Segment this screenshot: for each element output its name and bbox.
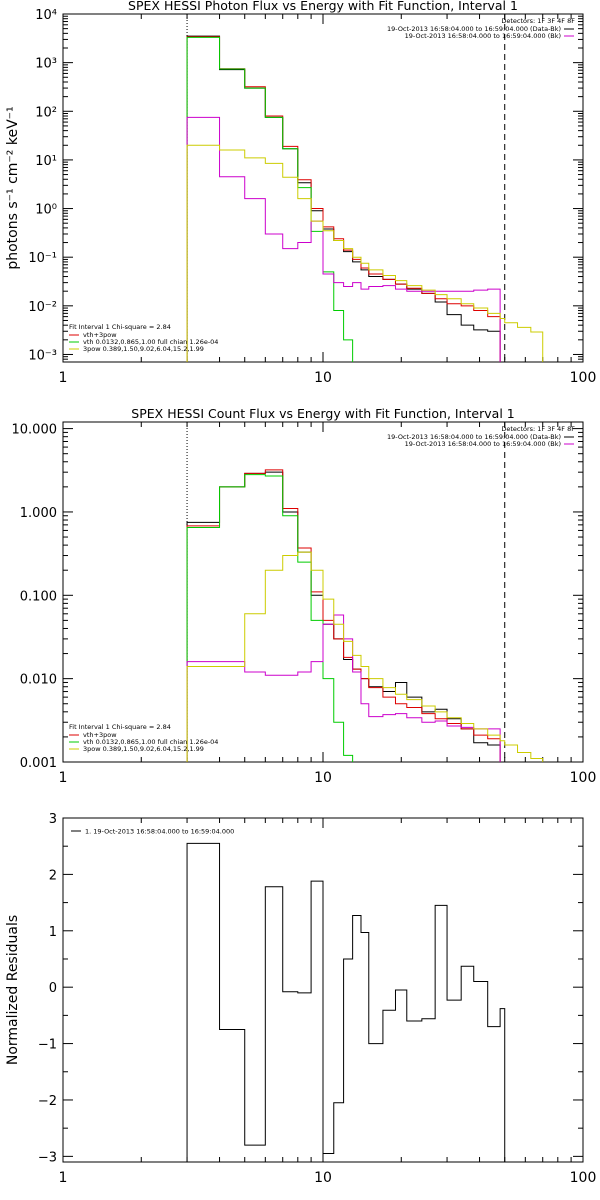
x-tick-label: 100: [570, 1170, 597, 1186]
y-tick-label: 1: [49, 925, 57, 940]
chart-panel-2: SPEX HESSI Count Flux vs Energy with Fit…: [12, 406, 597, 786]
chart-title: SPEX HESSI Count Flux vs Energy with Fit…: [131, 406, 514, 421]
chart-panel-3: Normalized Residuals 1 10 100 −3 −2 −1 0 1 2 3 1. 1…: [5, 812, 596, 1186]
series-line-5: [186, 551, 544, 762]
series-group: [186, 35, 544, 362]
series-group: [186, 469, 544, 762]
legend-entry: 3pow 0.389,1.50,9.02,6.04,15.2,1.99: [83, 345, 204, 353]
x-tick-label: 1: [59, 370, 68, 386]
y-tick-label: 10⁻²: [28, 300, 57, 315]
legend-entry: vth 0.0132,0.865,1.00 full chian 1.26e-0…: [83, 338, 218, 346]
y-tick-label: 10⁻¹: [28, 251, 57, 266]
legend-entry: 3pow 0.389,1.50,9.02,6.04,15.2,1.99: [83, 745, 204, 753]
x-tick-label: 10: [314, 370, 332, 386]
y-tick-label: 0.100: [20, 589, 57, 604]
x-tick-label: 1: [59, 770, 68, 786]
y-tick-label: 3: [49, 812, 57, 827]
chart-title: SPEX HESSI Photon Flux vs Energy with Fi…: [128, 0, 518, 13]
x-tick-label: 1: [59, 1170, 68, 1186]
y-tick-label: −3: [38, 1150, 57, 1165]
x-tick-label: 10: [314, 770, 332, 786]
y-tick-label: 10⁻³: [28, 348, 57, 363]
legend-header: Fit Interval 1 Chi-square = 2.84: [69, 323, 171, 331]
series-line-4: [186, 614, 501, 762]
series-line-3: [186, 474, 354, 762]
y-tick-label: −2: [38, 1094, 57, 1109]
y-axis-label: Normalized Residuals: [5, 915, 21, 1065]
y-tick-label: 10²: [35, 105, 57, 120]
legend-header: Detectors: 1F 3F 4F 8F: [501, 17, 575, 25]
y-tick-label: 0: [49, 981, 57, 996]
legend-header: Detectors: 1F 3F 4F 8F: [501, 425, 575, 433]
y-tick-label: 10¹: [35, 154, 57, 169]
series-group: [186, 842, 506, 1162]
y-tick-label: 10⁰: [35, 203, 57, 218]
legend-header: Fit Interval 1 Chi-square = 2.84: [69, 723, 171, 731]
legend-entry: vth 0.0132,0.865,1.00 full chian 1.26e-0…: [83, 738, 218, 746]
y-tick-label: 0.010: [20, 673, 57, 688]
y-tick-label: 1.000: [20, 506, 57, 521]
y-tick-label: 2: [49, 868, 57, 883]
legend-entry: 19-Oct-2013 16:58:04.000 to 16:59:04.000…: [405, 440, 561, 448]
legend-entry: 19-Oct-2013 16:58:04.000 to 16:59:04.000…: [405, 32, 561, 40]
series-line-5: [186, 144, 544, 362]
series-line-1: [186, 842, 506, 1162]
x-tick-label: 100: [570, 370, 597, 386]
y-tick-label: 10.000: [12, 423, 58, 438]
y-axis-label: photons s⁻¹ cm⁻² keV⁻¹: [5, 106, 21, 269]
legend-entry: vth+3pow: [83, 731, 117, 739]
series-line-3: [186, 36, 354, 362]
legend-entry: 19-Oct-2013 16:58:04.000 to 16:59:04.000…: [387, 433, 561, 441]
x-tick-label: 100: [570, 770, 597, 786]
legend-entry: 19-Oct-2013 16:58:04.000 to 16:59:04.000…: [387, 25, 561, 33]
y-tick-label: 0.001: [20, 756, 57, 771]
series-line-4: [186, 116, 501, 362]
chart-panel-1: SPEX HESSI Photon Flux vs Energy with Fi…: [5, 0, 596, 386]
legend-entry: vth+3pow: [83, 331, 117, 339]
y-tick-label: 10³: [35, 57, 57, 72]
y-tick-label: −1: [38, 1038, 57, 1053]
y-tick-label: 10⁴: [35, 8, 57, 23]
x-tick-label: 10: [314, 1170, 332, 1186]
legend-entry: 1. 19-Oct-2013 16:58:04.000 to 16:59:04.…: [85, 828, 234, 836]
